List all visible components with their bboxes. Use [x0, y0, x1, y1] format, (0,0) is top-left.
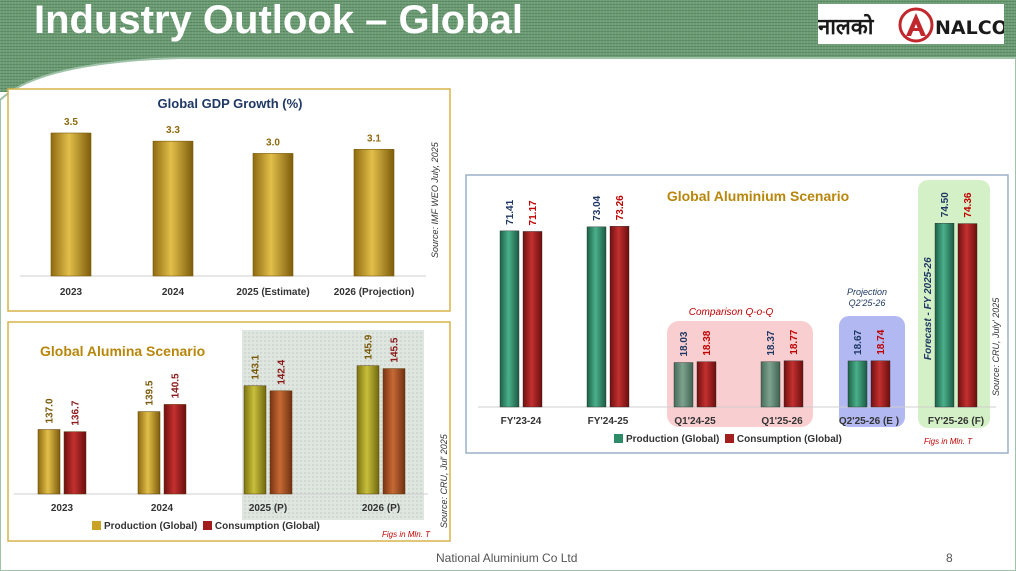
aluminium-value-label-consumption-2: 18.38: [702, 330, 713, 355]
aluminium-value-label-production-0: 71.41: [505, 199, 516, 224]
aluminium-value-label-production-3: 18.37: [766, 330, 777, 355]
alumina-chart-title: Global Alumina Scenario: [40, 343, 205, 359]
alumina-source-label: Source: CRU, Jul' 2025: [439, 433, 449, 528]
aluminium-bar-consumption-2: [696, 361, 717, 408]
qoq-comparison-label: Comparison Q-o-Q: [689, 307, 774, 318]
alumina-category-label-0: 2023: [51, 503, 74, 514]
alumina-chart: Global Alumina Scenario Source: CRU, Jul…: [7, 321, 451, 542]
aluminium-value-label-production-1: 73.04: [592, 195, 603, 220]
alumina-bar-consumption-3: [382, 368, 406, 495]
legend-swatch-production: [92, 521, 101, 530]
aluminium-value-label-consumption-0: 71.17: [528, 200, 539, 225]
alumina-bar-production-0: [37, 429, 61, 495]
gdp-category-label-1: 2024: [162, 287, 185, 298]
nalco-logo: नालको NALCO: [818, 4, 1004, 44]
alumina-category-label-2: 2025 (P): [249, 503, 287, 514]
projection-label-line2: Q2'25-26: [849, 298, 886, 308]
aluminium-category-label-1: FY'24-25: [588, 416, 629, 427]
aluminium-value-label-production-4: 18.67: [853, 329, 864, 354]
aluminium-value-label-consumption-4: 18.74: [876, 329, 887, 354]
aluminium-value-label-consumption-5: 74.36: [963, 192, 974, 217]
alumina-bar-consumption-2: [269, 390, 293, 495]
aluminium-category-label-2: Q1'24-25: [674, 416, 716, 427]
alumina-bar-production-1: [137, 411, 161, 495]
gdp-chart-title: Global GDP Growth (%): [158, 96, 303, 111]
alumina-bar-consumption-1: [163, 404, 187, 495]
gdp-bar-3: [353, 149, 395, 277]
aluminium-bar-consumption-0: [522, 231, 543, 408]
legend-consumption-label: Consumption (Global): [214, 521, 320, 532]
alumina-value-label-consumption-3: 145.5: [390, 337, 401, 362]
gdp-value-label-3: 3.1: [367, 133, 381, 144]
aluminium-bar-consumption-3: [783, 360, 804, 408]
aluminium-bar-production-3: [760, 361, 781, 408]
alumina-category-label-3: 2026 (P): [362, 503, 400, 514]
aluminium-bar-consumption-5: [957, 223, 978, 408]
legend-production-label: Production (Global): [626, 434, 720, 445]
forecast-label: Forecast - FY 2025-26: [923, 257, 934, 360]
legend-swatch-production: [614, 434, 623, 443]
gdp-source-label: Source: IMF WEO July, 2025: [430, 141, 440, 258]
aluminium-value-label-consumption-3: 18.77: [789, 329, 800, 354]
gdp-bar-0: [50, 132, 92, 277]
page-number: 8: [946, 551, 953, 565]
aluminium-units-note: Figs in Mln. T: [924, 437, 973, 446]
alumina-value-label-consumption-1: 140.5: [171, 373, 182, 398]
gdp-category-label-2: 2025 (Estimate): [236, 287, 309, 298]
aluminium-category-label-5: FY'25-26 (F): [928, 416, 984, 427]
legend-production-label: Production (Global): [104, 521, 198, 532]
legend-consumption-label: Consumption (Global): [736, 434, 842, 445]
aluminium-source-label: Source: CRU, July' 2025: [991, 297, 1001, 396]
page-title: Industry Outlook – Global: [34, 0, 523, 42]
alumina-value-label-consumption-2: 142.4: [277, 359, 288, 384]
aluminium-bar-production-4: [847, 360, 868, 408]
footer-company: National Aluminium Co Ltd: [436, 551, 578, 565]
gdp-value-label-0: 3.5: [64, 117, 78, 128]
aluminium-chart-title: Global Aluminium Scenario: [667, 188, 849, 204]
projection-label-line1: Projection: [847, 287, 887, 297]
logo-nalco-text: NALCO: [935, 17, 1004, 39]
aluminium-value-label-production-5: 74.50: [940, 192, 951, 217]
aluminium-chart: Global Aluminium Scenario Comparison Q-o…: [465, 174, 1009, 454]
gdp-chart: Global GDP Growth (%) Source: IMF WEO Ju…: [7, 88, 451, 312]
aluminium-bar-production-5: [934, 223, 955, 408]
aluminium-value-label-consumption-1: 73.26: [615, 195, 626, 220]
gdp-bar-1: [152, 140, 194, 277]
alumina-value-label-production-3: 145.9: [364, 334, 375, 359]
aluminium-bar-production-0: [499, 230, 520, 408]
alumina-legend: Production (Global) Consumption (Global): [92, 521, 320, 532]
alumina-category-label-1: 2024: [151, 503, 174, 514]
gdp-value-label-2: 3.0: [266, 137, 280, 148]
legend-swatch-consumption: [202, 521, 212, 530]
alumina-value-label-production-0: 137.0: [45, 398, 56, 423]
alumina-bar-consumption-0: [63, 431, 87, 495]
gdp-bar-2: [252, 153, 294, 277]
logo-hindi-text: नालको: [818, 13, 875, 40]
aluminium-bar-consumption-4: [870, 360, 891, 408]
aluminium-category-label-4: Q2'25-26 (E ): [839, 416, 899, 427]
logo-emblem-icon: [898, 7, 934, 43]
alumina-bar-production-3: [356, 365, 380, 495]
alumina-value-label-production-2: 143.1: [251, 354, 262, 379]
alumina-value-label-production-1: 139.5: [145, 380, 156, 405]
alumina-value-label-consumption-0: 136.7: [71, 400, 82, 425]
aluminium-value-label-production-2: 18.03: [679, 331, 690, 356]
aluminium-category-label-3: Q1'25-26: [761, 416, 803, 427]
aluminium-category-label-0: FY'23-24: [501, 416, 542, 427]
aluminium-legend: Production (Global) Consumption (Global): [614, 434, 842, 445]
gdp-category-label-0: 2023: [60, 287, 83, 298]
aluminium-bar-consumption-1: [609, 226, 630, 408]
aluminium-bar-production-1: [586, 226, 607, 408]
alumina-bar-production-2: [243, 385, 267, 495]
gdp-value-label-1: 3.3: [166, 125, 180, 136]
gdp-category-label-3: 2026 (Projection): [334, 287, 415, 298]
legend-swatch-consumption: [724, 434, 734, 443]
alumina-units-note: Figs in Mln. T: [382, 530, 431, 539]
aluminium-bar-production-2: [673, 362, 694, 408]
